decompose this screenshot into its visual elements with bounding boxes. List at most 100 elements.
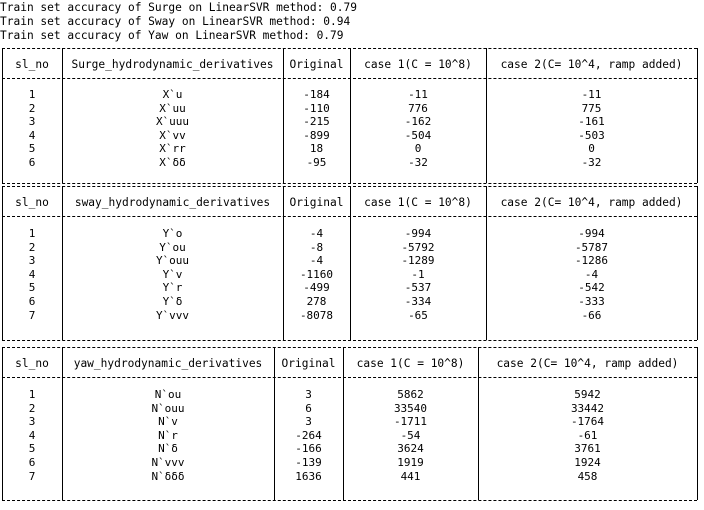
yaw-cell: N`δδδ [151, 469, 185, 483]
surge-cell: 2 [28, 101, 36, 115]
sway-cell: Y`ouu [155, 254, 190, 268]
surge-cell: 775 [581, 101, 602, 115]
yaw-column-divider [697, 347, 698, 500]
accuracy-line-surge: Train set accuracy of Surge on LinearSVR… [0, 1, 357, 14]
yaw-cell: N`v [158, 415, 178, 429]
sway-table-row: 2 Y`ou -8 -5792 -5787 [0, 241, 704, 254]
sway-cell: 5 [28, 281, 36, 295]
yaw-cell: 33540 [393, 401, 428, 415]
yaw-cell: 1636 [295, 469, 322, 483]
sway-border-line [2, 216, 697, 217]
sway-cell: 6 [28, 295, 36, 308]
yaw-column-divider [62, 347, 63, 500]
surge-cell: 0 [588, 142, 595, 156]
yaw-cell: 33442 [570, 401, 605, 415]
surge-cell: 776 [408, 101, 428, 115]
surge-table-row: 1 X`u -184 -11 -11 [0, 88, 704, 101]
surge-cell: X`uu [159, 101, 186, 115]
sway-cell: -994 [578, 227, 605, 240]
surge-cell: -95 [306, 156, 327, 169]
yaw-cell: 7 [28, 469, 36, 483]
surge-cell: -184 [303, 88, 330, 101]
sway-cell: -542 [578, 281, 605, 295]
yaw-header-cell: yaw_hydrodynamic_derivatives [73, 357, 263, 370]
surge-header-cell: Original [289, 58, 344, 71]
yaw-cell: N`r [158, 428, 178, 442]
surge-column-divider [62, 48, 63, 183]
sway-table-row: 7 Y`vvv -8078 -65 -66 [0, 309, 704, 322]
yaw-table-row: 3 N`v 3 -1711 -1764 [0, 415, 704, 428]
sway-cell: -5792 [401, 240, 435, 254]
sway-border-line [2, 186, 697, 187]
sway-cell: -8 [309, 240, 324, 254]
yaw-table-row: 2 N`ouu 6 33540 33442 [0, 402, 704, 415]
sway-cell: -1160 [299, 267, 334, 281]
sway-cell: 2 [28, 240, 36, 254]
yaw-column-divider [274, 347, 275, 500]
sway-header-cell: case 1(C = 10^8) [364, 196, 472, 209]
surge-table-row: 4 X`vv -899 -504 -503 [0, 129, 704, 142]
yaw-cell: 3 [305, 388, 312, 401]
sway-column-divider [283, 186, 284, 340]
yaw-cell: 6 [305, 401, 312, 415]
surge-cell: X`vv [159, 128, 186, 142]
yaw-cell: -61 [577, 428, 598, 442]
sway-column-divider [486, 186, 487, 340]
yaw-header-cell: sl_no [15, 357, 49, 370]
sway-table-row: 6 Y`δ 278 -334 -333 [0, 295, 704, 308]
sway-cell: -1286 [574, 254, 609, 268]
surge-header-cell: sl_no [15, 58, 49, 71]
sway-cell: -4 [309, 254, 324, 268]
surge-cell: -899 [303, 128, 330, 142]
yaw-cell: 1 [28, 388, 36, 401]
surge-table-row: 3 X`uuu -215 -162 -161 [0, 115, 704, 128]
surge-cell: -162 [404, 115, 432, 129]
yaw-cell: 2 [28, 401, 36, 415]
sway-cell: -4 [584, 267, 599, 281]
yaw-cell: -139 [295, 456, 322, 469]
yaw-header-cell: case 1(C = 10^8) [356, 357, 465, 370]
surge-cell: -503 [578, 128, 605, 142]
sway-cell: Y`o [162, 227, 183, 240]
sway-cell: 3 [28, 254, 36, 268]
yaw-border-line [2, 500, 697, 501]
yaw-cell: -264 [295, 428, 322, 442]
surge-column-divider [350, 48, 351, 183]
surge-cell: -110 [303, 101, 330, 115]
surge-cell: 3 [28, 115, 36, 129]
yaw-cell: 3 [305, 415, 312, 429]
sway-cell: -5787 [574, 240, 609, 254]
surge-table-row: 6 X`δδ -95 -32 -32 [0, 156, 704, 169]
sway-cell: -4 [309, 227, 324, 240]
yaw-border-line [2, 347, 697, 348]
surge-table-row: 2 X`uu -110 776 775 [0, 102, 704, 115]
yaw-cell: N`δ [158, 442, 178, 456]
surge-cell: -504 [404, 128, 432, 142]
yaw-cell: 1919 [397, 456, 424, 469]
yaw-cell: 5942 [574, 388, 601, 401]
yaw-cell: 3 [28, 415, 36, 429]
surge-cell: X`rr [159, 142, 186, 156]
sway-cell: -1289 [401, 254, 435, 268]
yaw-cell: 458 [577, 469, 598, 483]
surge-cell: -161 [578, 115, 605, 129]
surge-header-cell: case 2(C= 10^4, ramp added) [500, 58, 683, 71]
sway-cell: 1 [28, 227, 36, 240]
surge-cell: 6 [28, 156, 36, 169]
yaw-cell: -54 [400, 428, 421, 442]
surge-table-row: 5 X`rr 18 0 0 [0, 142, 704, 155]
accuracy-line-yaw: Train set accuracy of Yaw on LinearSVR m… [0, 29, 344, 42]
sway-cell: Y`r [162, 281, 183, 295]
surge-cell: X`δδ [159, 156, 186, 169]
yaw-table-row: 5 N`δ -166 3624 3761 [0, 442, 704, 455]
sway-header-cell: case 2(C= 10^4, ramp added) [500, 196, 683, 209]
surge-column-divider [486, 48, 487, 183]
surge-column-divider [697, 48, 698, 183]
sway-column-divider [62, 186, 63, 340]
sway-cell: -65 [408, 308, 428, 322]
yaw-column-divider [478, 347, 479, 500]
surge-cell: -215 [303, 115, 330, 129]
